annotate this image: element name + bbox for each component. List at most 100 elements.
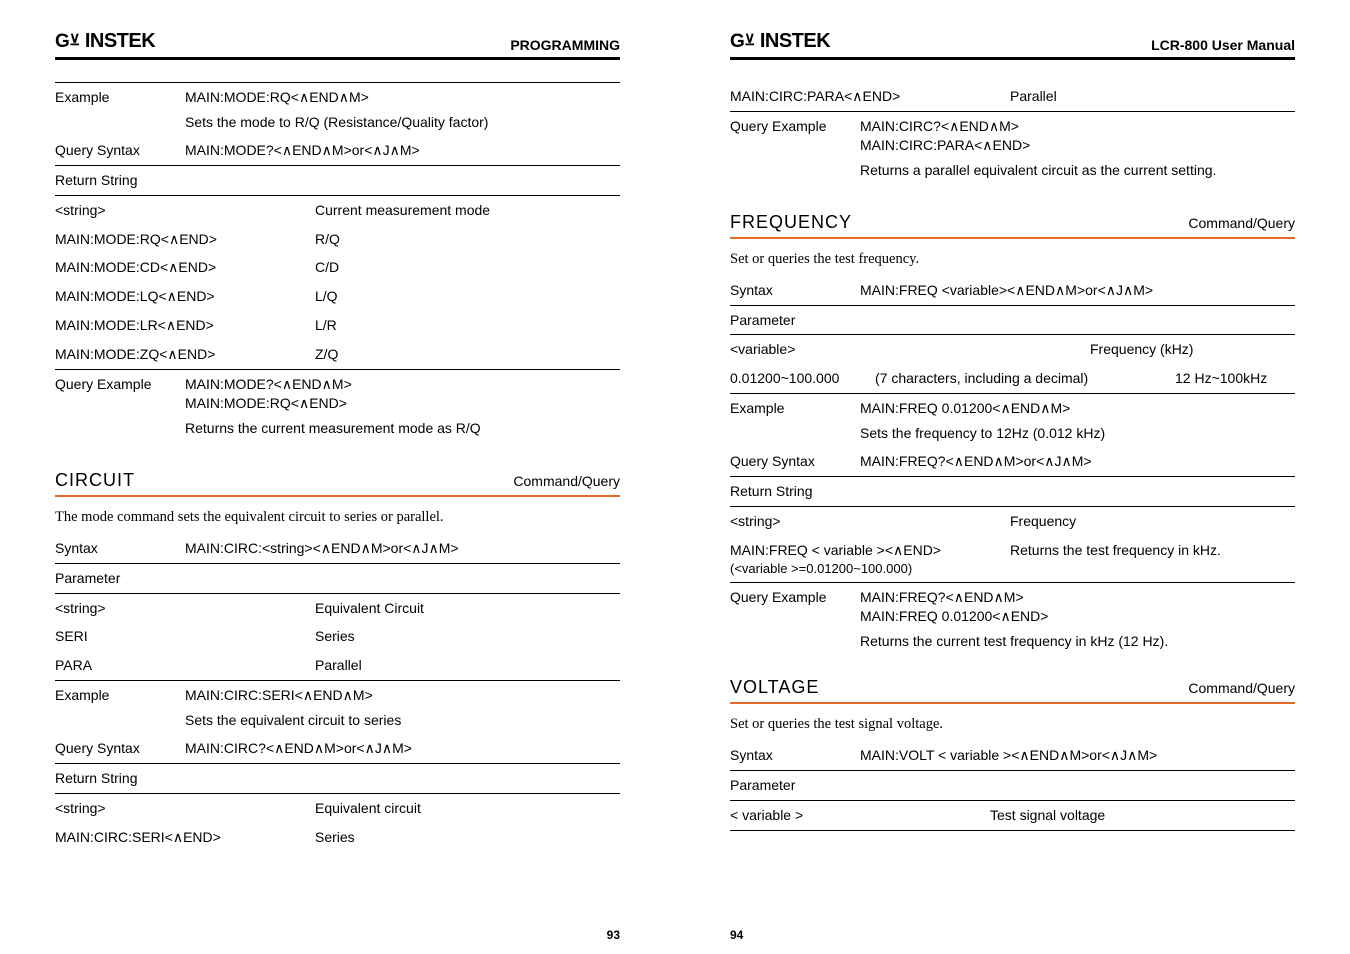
circuit-rs-row: Return String [55,764,620,794]
label-param: Parameter [55,569,185,588]
page-left: G⊻ INSTEK PROGRAMMING Example MAIN:MODE:… [0,0,675,954]
volt-param-row: Parameter [730,771,1295,801]
mode-ret-val: Z/Q [315,345,620,364]
freq-var-desc: Frequency (kHz) [1090,340,1295,359]
label-qs: Query Syntax [730,452,860,471]
circ-para-b: Parallel [1010,87,1057,106]
mode-example-row: Example MAIN:MODE:RQ<∧END∧M> [55,82,620,112]
label-rs: Return String [55,769,185,788]
mode-qs-row: Query Syntax MAIN:MODE?<∧END∧M>or<∧J∧M> [55,136,620,166]
circuit-rs-row1a: MAIN:CIRC:SERI<∧END> [55,828,315,847]
freq-qe-row: Query Example MAIN:FREQ?<∧END∧M> MAIN:FR… [730,583,1295,631]
label-example: Example [730,399,860,418]
circ-qe-cmd1: MAIN:CIRC?<∧END∧M> [860,117,1295,136]
mode-ret-cmd: MAIN:MODE:RQ<∧END> [55,230,315,249]
label-param: Parameter [730,311,860,330]
mode-ret-val: C/D [315,258,620,277]
circuit-rs-row1b: Series [315,828,620,847]
brand-logo: G⊻ INSTEK [730,30,830,53]
label-qs: Query Syntax [55,141,185,160]
freq-ex-row: Example MAIN:FREQ 0.01200<∧END∧M> [730,394,1295,423]
mode-ret-val: L/R [315,316,620,335]
freq-string-label: <string> [730,512,1010,531]
mode-return-row: MAIN:MODE:ZQ<∧END> Z/Q [55,340,620,370]
mode-qe-cmd1: MAIN:MODE?<∧END∧M> [185,375,620,394]
freq-range-b: (7 characters, including a decimal) [875,369,1175,388]
page-header-right: G⊻ INSTEK LCR-800 User Manual [730,30,1295,60]
mode-qe-cmd2: MAIN:MODE:RQ<∧END> [185,394,620,413]
circuit-series: Series [315,627,620,646]
freq-range-c: 12 Hz~100kHz [1175,369,1295,388]
mode-return-row: MAIN:MODE:LQ<∧END> L/Q [55,282,620,311]
page-right: G⊻ INSTEK LCR-800 User Manual MAIN:CIRC:… [675,0,1350,954]
circuit-para: PARA [55,656,315,675]
freq-ret-b: Returns the test frequency in kHz. [1010,541,1221,577]
circuit-string-row: <string> Equivalent Circuit [55,594,620,623]
freq-range-a: 0.01200~100.000 [730,369,875,388]
circuit-qs-cmd: MAIN:CIRC?<∧END∧M>or<∧J∧M> [185,739,620,758]
mode-ret-cmd: MAIN:MODE:LQ<∧END> [55,287,315,306]
freq-string-desc: Frequency [1010,512,1076,531]
circ-para-row: MAIN:CIRC:PARA<∧END> Parallel [730,82,1295,112]
circ-qe-desc: Returns a parallel equivalent circuit as… [730,160,1295,184]
header-title-left: PROGRAMMING [510,37,620,53]
mode-return-row: MAIN:MODE:CD<∧END> C/D [55,253,620,282]
volt-var-row: < variable > Test signal voltage [730,801,1295,831]
volt-syntax-row: Syntax MAIN:VOLT < variable ><∧END∧M>or<… [730,741,1295,771]
circuit-tag: Command/Query [513,473,620,489]
freq-ex-desc: Sets the frequency to 12Hz (0.012 kHz) [730,423,1295,447]
circuit-syntax-row: Syntax MAIN:CIRC:<string><∧END∧M>or<∧J∧M… [55,534,620,564]
freq-var-row: <variable> Frequency (kHz) [730,335,1295,364]
label-qs: Query Syntax [55,739,185,758]
freq-param-row: Parameter [730,306,1295,336]
string-label: <string> [55,201,315,220]
label-qe: Query Example [55,375,185,413]
string-desc: Current measurement mode [315,201,620,220]
circuit-para-row: PARA Parallel [55,651,620,681]
circuit-rs-row1: MAIN:CIRC:SERI<∧END> Series [55,823,620,852]
freq-tag: Command/Query [1188,215,1295,231]
label-example: Example [55,88,185,107]
label-qe: Query Example [730,588,860,626]
freq-ret-a: MAIN:FREQ < variable ><∧END> [730,541,1010,560]
header-title-right: LCR-800 User Manual [1151,37,1295,53]
volt-syntax-cmd: MAIN:VOLT < variable ><∧END∧M>or<∧J∧M> [860,746,1295,765]
volt-var-desc: Test signal voltage [990,806,1105,825]
mode-rs-row: Return String [55,166,620,196]
brand-logo: G⊻ INSTEK [55,30,155,53]
circ-para-a: MAIN:CIRC:PARA<∧END> [730,87,1010,106]
circuit-qs-row: Query Syntax MAIN:CIRC?<∧END∧M>or<∧J∧M> [55,734,620,764]
circuit-seri-row: SERI Series [55,622,620,651]
freq-range-row: 0.01200~100.000 (7 characters, including… [730,364,1295,394]
freq-qe-desc: Returns the current test frequency in kH… [730,631,1295,655]
mode-example-cmd: MAIN:MODE:RQ<∧END∧M> [185,88,620,107]
freq-string-row: <string> Frequency [730,507,1295,536]
mode-qs-cmd: MAIN:MODE?<∧END∧M>or<∧J∧M> [185,141,620,160]
volt-desc: Set or queries the test signal voltage. [730,710,1295,741]
label-qe: Query Example [730,117,860,155]
circuit-section-head: CIRCUIT Command/Query [55,470,620,497]
mode-ret-cmd: MAIN:MODE:LR<∧END> [55,316,315,335]
volt-section-head: VOLTAGE Command/Query [730,677,1295,704]
page-number-left: 93 [607,928,620,942]
label-syntax: Syntax [730,746,860,765]
circuit-rs-string-row: <string> Equivalent circuit [55,794,620,823]
circuit-ex-cmd: MAIN:CIRC:SERI<∧END∧M> [185,686,620,705]
freq-qs-row: Query Syntax MAIN:FREQ?<∧END∧M>or<∧J∧M> [730,447,1295,477]
freq-qs-cmd: MAIN:FREQ?<∧END∧M>or<∧J∧M> [860,452,1295,471]
label-param: Parameter [730,776,860,795]
label-syntax: Syntax [730,281,860,300]
circuit-string-desc: Equivalent Circuit [315,599,620,618]
circuit-desc: The mode command sets the equivalent cir… [55,503,620,534]
label-syntax: Syntax [55,539,185,558]
freq-syntax-cmd: MAIN:FREQ <variable><∧END∧M>or<∧J∧M> [860,281,1295,300]
page-number-right: 94 [730,928,743,942]
mode-return-row: MAIN:MODE:RQ<∧END> R/Q [55,225,620,254]
volt-var-label: < variable > [730,806,990,825]
circuit-string-label: <string> [55,599,315,618]
mode-qe-desc: Returns the current measurement mode as … [55,418,620,442]
label-rs: Return String [55,171,185,190]
circuit-seri: SERI [55,627,315,646]
circuit-ex-row: Example MAIN:CIRC:SERI<∧END∧M> [55,681,620,710]
mode-ret-val: L/Q [315,287,620,306]
